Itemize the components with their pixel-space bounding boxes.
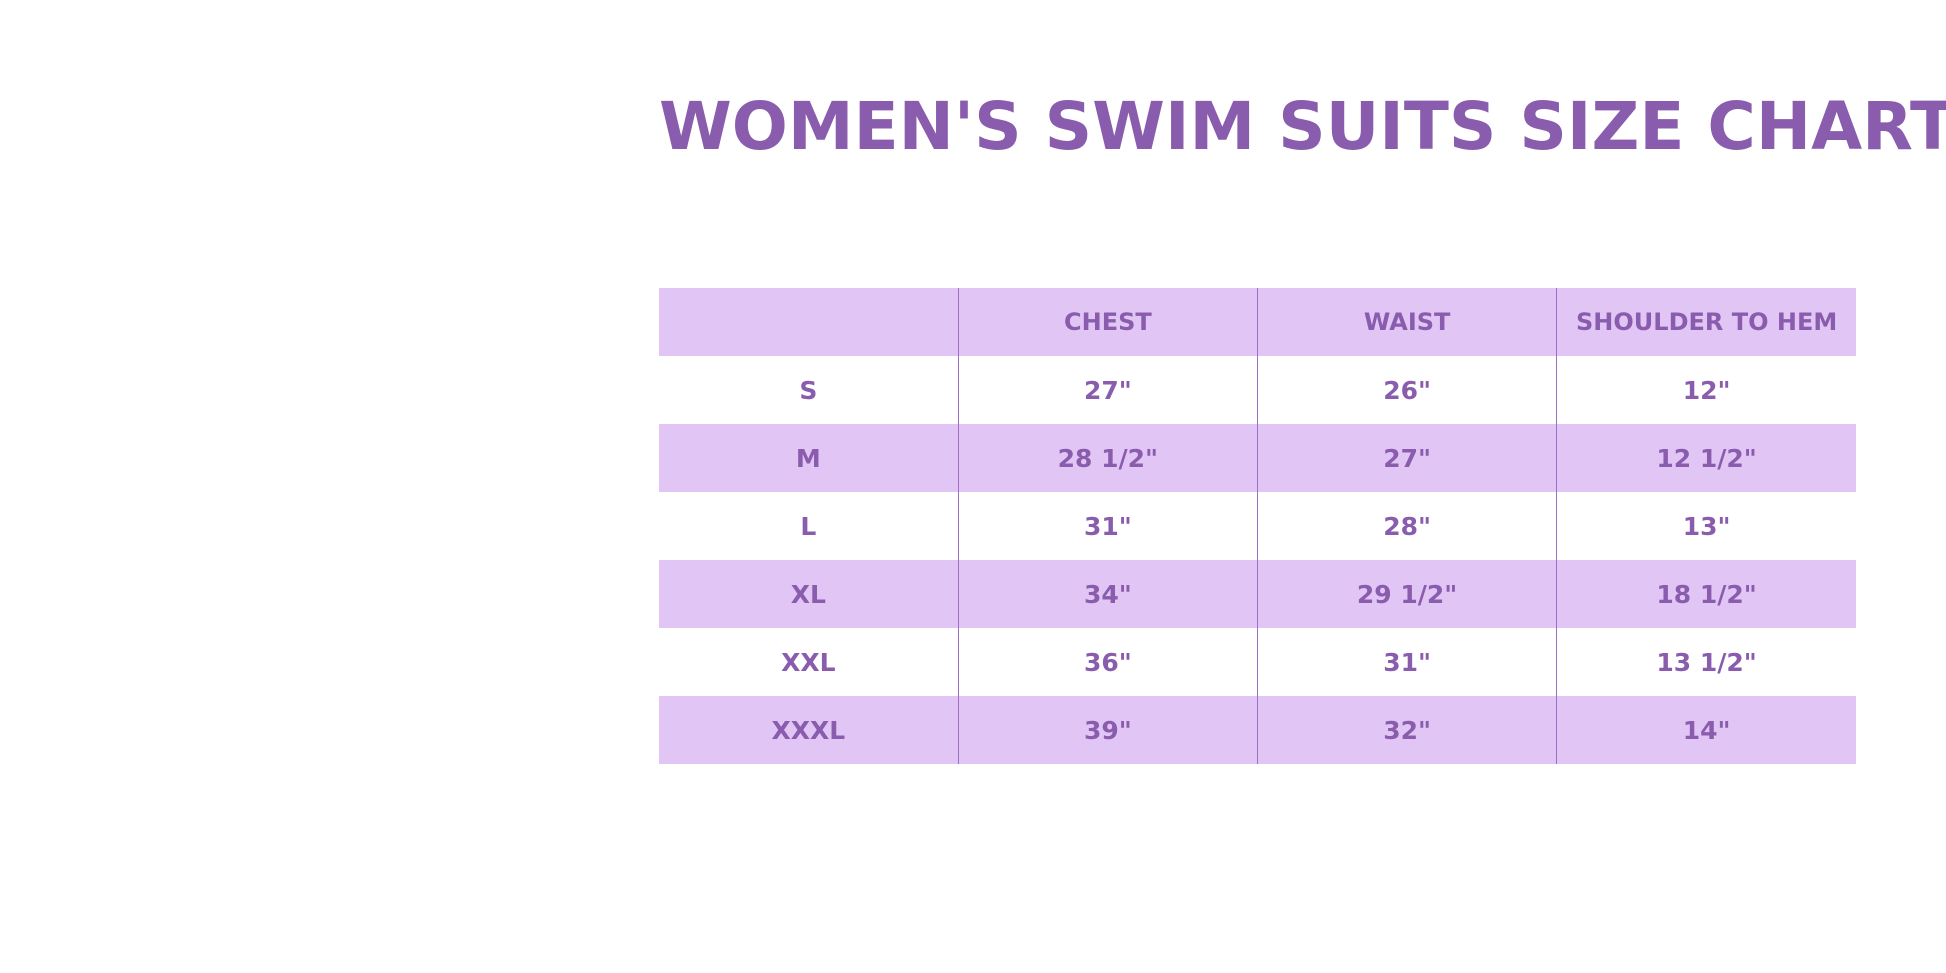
table-cell: 12 1/2": [1556, 424, 1856, 492]
table-cell: 27": [1256, 424, 1557, 492]
table-row: XXXL 39" 32" 14": [659, 696, 1856, 764]
table-row: L 31" 28" 13": [659, 492, 1856, 560]
size-label-cell: M: [659, 424, 959, 492]
table-cell: 28 1/2": [957, 424, 1258, 492]
table-cell: 18 1/2": [1556, 560, 1856, 628]
table-row: S 27" 26" 12": [659, 356, 1856, 424]
size-label-cell: XL: [659, 560, 959, 628]
table-row: XXL 36" 31" 13 1/2": [659, 628, 1856, 696]
table-cell: 26": [1256, 356, 1557, 424]
size-chart-table: CHEST WAIST SHOULDER TO HEM S 27" 26" 12" M 28 1…: [659, 288, 1856, 764]
table-cell: 39": [957, 696, 1258, 764]
page-title: WOMEN'S SWIM SUITS SIZE CHART: [659, 88, 1946, 165]
table-cell: 12": [1556, 356, 1856, 424]
size-label-cell: L: [800, 511, 817, 541]
table-cell: 32": [1256, 696, 1557, 764]
table-cell: SHOULDER TO HEM: [1556, 288, 1856, 356]
size-label-cell: S: [799, 375, 818, 405]
table-header-row: CHEST WAIST SHOULDER TO HEM: [659, 288, 1856, 356]
size-label-cell: XXXL: [659, 696, 959, 764]
table-cell: 27": [957, 356, 1258, 424]
table-cell: 36": [957, 628, 1258, 696]
size-label-cell: [659, 288, 959, 356]
table-row: XL 34" 29 1/2" 18 1/2": [659, 560, 1856, 628]
table-cell: 13 1/2": [1556, 628, 1856, 696]
table-cell: 34": [957, 560, 1258, 628]
table-cell: CHEST: [957, 288, 1258, 356]
table-row: M 28 1/2" 27" 12 1/2": [659, 424, 1856, 492]
table-cell: 29 1/2": [1256, 560, 1557, 628]
table-cell: 31": [957, 492, 1258, 560]
table-cell: 31": [1256, 628, 1557, 696]
table-cell: WAIST: [1256, 288, 1557, 356]
table-cell: 13": [1556, 492, 1856, 560]
size-label-cell: XXL: [781, 647, 836, 677]
table-cell: 28": [1256, 492, 1557, 560]
table-cell: 14": [1556, 696, 1856, 764]
